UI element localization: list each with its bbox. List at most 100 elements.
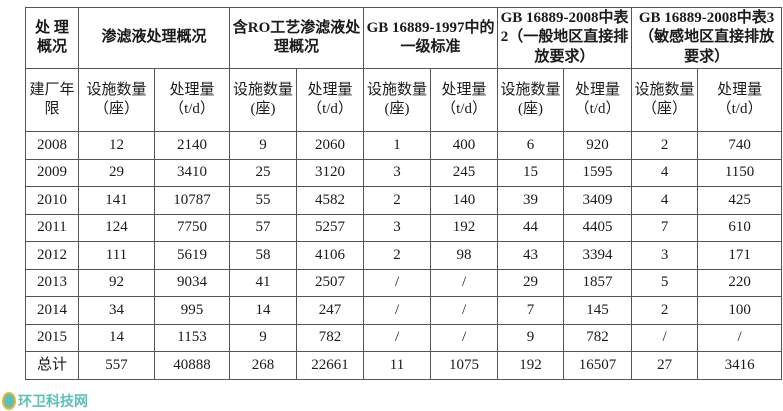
row-label-cell: 2013 — [25, 268, 79, 297]
row-label-cell: 2010 — [25, 186, 79, 215]
table-cell: 16507 — [563, 351, 633, 380]
table-cell: 12 — [78, 131, 155, 160]
table-cell: 400 — [430, 131, 499, 160]
table-row: 2009 29 3410 25 3120 3 245 15 1595 4 1150 — [25, 158, 783, 187]
table-cell: 995 — [153, 296, 231, 325]
table-cell: 15 — [497, 158, 565, 187]
table-cell: 44 — [497, 213, 565, 242]
subheader-cell: 设施数量(座) — [497, 68, 565, 132]
table-cell: 3416 — [697, 351, 783, 380]
table-cell: / — [697, 323, 783, 352]
table-cell: 2 — [631, 131, 699, 160]
table-cell: 100 — [697, 296, 783, 325]
table-cell: 98 — [430, 241, 499, 270]
table-cell: 5619 — [153, 241, 231, 270]
row-label-cell: 2008 — [25, 131, 79, 160]
table-cell: 220 — [697, 268, 783, 297]
table-cell: 41 — [229, 268, 298, 297]
table-cell: 7 — [497, 296, 565, 325]
table-cell: 40888 — [153, 351, 231, 380]
table-cell: 2140 — [153, 131, 231, 160]
subheader-cell: 设施数量(座) — [363, 68, 432, 132]
table-row: 2008 12 2140 9 2060 1 400 6 920 2 740 — [25, 131, 783, 160]
table-cell: 25 — [229, 158, 298, 187]
table-cell: 29 — [78, 158, 155, 187]
group-header: GB 16889-1997中的一级标准 — [363, 7, 499, 69]
subheader-row: 建厂年限 设施数量（座） 处理量（t/d） 设施数量(座) 处理量（t/d） 设… — [25, 68, 783, 132]
table-cell: / — [363, 323, 432, 352]
table-cell: 58 — [229, 241, 298, 270]
table-cell: 9 — [229, 323, 298, 352]
table-cell: 4405 — [563, 213, 633, 242]
table-cell: 43 — [497, 241, 565, 270]
table-cell: 3 — [363, 213, 432, 242]
table-row: 2014 34 995 14 247//7 145 2 100 — [25, 296, 783, 325]
table-cell: 10787 — [153, 186, 231, 215]
table-cell: / — [430, 268, 499, 297]
table-cell: 124 — [78, 213, 155, 242]
table-cell: 1150 — [697, 158, 783, 187]
table-cell: 5257 — [296, 213, 365, 242]
table-cell: 782 — [296, 323, 365, 352]
corner-bottom-cell: 建厂年限 — [25, 68, 79, 132]
table-cell: 1 — [363, 131, 432, 160]
table-cell: 192 — [497, 351, 565, 380]
subheader-cell: 处理量（t/d） — [563, 68, 633, 132]
table-cell: 111 — [78, 241, 155, 270]
table-cell: 7750 — [153, 213, 231, 242]
table-cell: 245 — [430, 158, 499, 187]
table-row: 2011 124 7750 57 5257 3 192 44 4405 7 610 — [25, 213, 783, 242]
table-cell: 4106 — [296, 241, 365, 270]
watermark: 环卫科技网 — [2, 391, 88, 411]
group-header: GB 16889-2008中表2（一般地区直接排放要求） — [497, 7, 633, 69]
table-cell: 425 — [697, 186, 783, 215]
table-cell: 1153 — [153, 323, 231, 352]
table-cell: 55 — [229, 186, 298, 215]
treatment-table: 处 理 概况 渗滤液处理概况 含RO工艺渗滤液处理概况 GB 16889-199… — [25, 7, 783, 380]
subheader-cell: 设施数量（座） — [631, 68, 699, 132]
subheader-cell: 设施数量(座) — [229, 68, 298, 132]
table-cell: 14 — [78, 323, 155, 352]
subheader-cell: 处理量（t/d） — [430, 68, 499, 132]
table-cell: 57 — [229, 213, 298, 242]
subheader-cell: 设施数量（座） — [78, 68, 155, 132]
table-cell: 247 — [296, 296, 365, 325]
table-cell: / — [363, 296, 432, 325]
row-label-cell: 2011 — [25, 213, 79, 242]
table-cell: / — [363, 268, 432, 297]
table-cell: 9034 — [153, 268, 231, 297]
table-cell: 39 — [497, 186, 565, 215]
watermark-text: 环卫科技网 — [18, 394, 88, 410]
table-cell: 3409 — [563, 186, 633, 215]
table-cell: 9 — [229, 131, 298, 160]
header-row: 处 理 概况 渗滤液处理概况 含RO工艺渗滤液处理概况 GB 16889-199… — [25, 7, 783, 69]
subheader-cell: 处理量（t/d） — [296, 68, 365, 132]
table-cell: 2 — [363, 241, 432, 270]
table-cell: 3410 — [153, 158, 231, 187]
table-cell: 740 — [697, 131, 783, 160]
table-cell: 557 — [78, 351, 155, 380]
table-cell: 14 — [229, 296, 298, 325]
table-cell: 145 — [563, 296, 633, 325]
table-cell: 920 — [563, 131, 633, 160]
group-header: 渗滤液处理概况 — [77, 7, 231, 69]
table-cell: 171 — [697, 241, 783, 270]
table-cell: 3394 — [563, 241, 633, 270]
row-label-cell: 2014 — [25, 296, 79, 325]
table-cell: 3120 — [296, 158, 365, 187]
table-cell: / — [430, 296, 499, 325]
row-label-cell: 总计 — [25, 351, 79, 380]
watermark-logo-icon — [2, 392, 16, 410]
group-header: GB 16889-2008中表3（敏感地区直接排放要求） — [631, 7, 783, 69]
table-cell: 5 — [631, 268, 699, 297]
table-cell: 22661 — [296, 351, 365, 380]
table-cell: 2 — [631, 296, 699, 325]
table-row: 2013 92 9034 41 2507//29 1857 5 220 — [25, 268, 783, 297]
group-header: 含RO工艺渗滤液处理概况 — [229, 7, 365, 69]
table-cell: 610 — [697, 213, 783, 242]
table-cell: 9 — [497, 323, 565, 352]
table-cell: 34 — [78, 296, 155, 325]
table-cell: / — [430, 323, 499, 352]
table-cell: / — [631, 323, 699, 352]
table-cell: 140 — [430, 186, 499, 215]
